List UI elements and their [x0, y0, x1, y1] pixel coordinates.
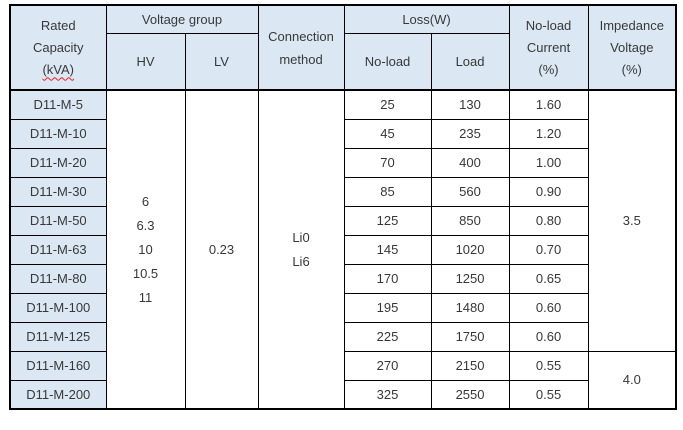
header-no-load-current: No-load Current (%)	[508, 4, 589, 91]
no-load-loss-cell: 195	[343, 292, 432, 323]
load-loss-cell: 2150	[430, 350, 510, 381]
header-rated-capacity: Rated Capacity (kVA)	[9, 4, 107, 91]
transformer-spec-table-container: Rated Capacity (kVA) Voltage group Conne…	[9, 4, 678, 410]
header-impedance-voltage-line1: Impedance	[599, 17, 664, 33]
connection-value: Li6	[292, 253, 310, 269]
table-row: D11-M-100 195 1480 0.60	[9, 292, 676, 323]
impedance-cell: 3.5	[587, 89, 677, 352]
no-load-loss-cell: 225	[343, 321, 432, 352]
header-connection-line1: Connection	[268, 28, 334, 44]
no-load-loss-cell: 25	[343, 89, 432, 120]
no-load-loss-cell: 125	[343, 205, 432, 236]
table-row: D11-M-20 70 400 1.00	[9, 147, 676, 178]
model-cell: D11-M-200	[9, 379, 107, 410]
no-load-current-cell: 0.55	[508, 350, 589, 381]
table-row: D11-M-80 170 1250 0.65	[9, 263, 676, 294]
no-load-current-cell: 0.60	[508, 321, 589, 352]
model-cell: D11-M-80	[9, 263, 107, 294]
header-no-load-current-line1: No-load	[525, 17, 572, 33]
model-cell: D11-M-125	[9, 321, 107, 352]
table-row: D11-M-200 325 2550 0.55	[9, 379, 676, 410]
load-loss-cell: 2550	[430, 379, 510, 410]
header-connection-line2: method	[279, 51, 323, 67]
header-connection-method: Connection method	[257, 4, 345, 91]
model-cell: D11-M-30	[9, 176, 107, 207]
load-loss-cell: 560	[430, 176, 510, 207]
no-load-loss-cell: 270	[343, 350, 432, 381]
model-cell: D11-M-160	[9, 350, 107, 381]
no-load-loss-cell: 325	[343, 379, 432, 410]
no-load-current-cell: 0.90	[508, 176, 589, 207]
no-load-current-cell: 0.65	[508, 263, 589, 294]
header-impedance-voltage-line3: (%)	[621, 61, 642, 77]
table-row: D11-M-10 45 235 1.20	[9, 118, 676, 149]
model-cell: D11-M-10	[9, 118, 107, 149]
no-load-current-cell: 0.55	[508, 379, 589, 410]
header-no-load-current-line3: (%)	[538, 61, 559, 77]
model-cell: D11-M-20	[9, 147, 107, 178]
no-load-loss-cell: 145	[343, 234, 432, 265]
no-load-current-cell: 0.80	[508, 205, 589, 236]
connection-values-cell: Li0 Li6	[257, 89, 345, 410]
table-row: D11-M-5 6 6.3 10 10.5 11 0.23 Li0 Li6 25…	[9, 89, 677, 410]
load-loss-cell: 400	[430, 147, 510, 178]
no-load-current-cell: 1.20	[508, 118, 589, 149]
header-impedance-voltage-line2: Voltage	[610, 39, 654, 55]
header-row-group: Rated Capacity (kVA) Voltage group Conne…	[9, 4, 677, 91]
no-load-loss-cell: 170	[343, 263, 432, 294]
load-loss-cell: 1750	[430, 321, 510, 352]
no-load-loss-cell: 85	[343, 176, 432, 207]
hv-value: 11	[138, 289, 153, 305]
header-rated-capacity-line1: Rated	[40, 17, 76, 33]
header-rated-capacity-line2: Capacity	[32, 39, 84, 55]
connection-value: Li0	[292, 229, 310, 245]
table-row: D11-M-30 85 560 0.90	[9, 176, 676, 207]
lv-value-cell: 0.23	[184, 89, 259, 410]
load-loss-cell: 1480	[430, 292, 510, 323]
kva-unit-spellcheck: (kVA)	[42, 61, 75, 77]
load-loss-cell: 130	[430, 89, 510, 120]
impedance-cell: 4.0	[587, 350, 677, 410]
model-cell: D11-M-5	[9, 89, 107, 120]
header-lv: LV	[184, 32, 259, 91]
model-cell: D11-M-63	[9, 234, 107, 265]
header-loss-no-load: No-load	[343, 32, 432, 91]
header-impedance-voltage: Impedance Voltage (%)	[587, 4, 677, 91]
hv-value: 6.3	[136, 217, 155, 233]
no-load-current-cell: 1.60	[508, 89, 589, 120]
load-loss-cell: 1020	[430, 234, 510, 265]
header-hv: HV	[105, 32, 186, 91]
load-loss-cell: 1250	[430, 263, 510, 294]
header-row-sub: HV LV No-load Load	[10, 32, 676, 91]
no-load-current-cell: 0.70	[508, 234, 589, 265]
header-rated-capacity-line3: (kVA)	[11, 59, 105, 81]
hv-value: 10.5	[132, 265, 159, 281]
table-row: D11-M-50 125 850 0.80	[9, 205, 676, 236]
header-voltage-group: Voltage group	[105, 4, 259, 34]
header-loss-load: Load	[430, 32, 510, 91]
header-no-load-current-line2: Current	[526, 39, 571, 55]
transformer-spec-table: Rated Capacity (kVA) Voltage group Conne…	[9, 4, 678, 410]
hv-value: 6	[141, 193, 150, 209]
no-load-loss-cell: 70	[343, 147, 432, 178]
no-load-current-cell: 1.00	[508, 147, 589, 178]
load-loss-cell: 850	[430, 205, 510, 236]
hv-value: 10	[138, 241, 153, 257]
no-load-loss-cell: 45	[343, 118, 432, 149]
hv-values-cell: 6 6.3 10 10.5 11	[105, 89, 186, 410]
table-row: D11-M-160 270 2150 0.55 4.0	[9, 350, 677, 410]
load-loss-cell: 235	[430, 118, 510, 149]
model-cell: D11-M-50	[9, 205, 107, 236]
model-cell: D11-M-100	[9, 292, 107, 323]
no-load-current-cell: 0.60	[508, 292, 589, 323]
header-loss: Loss(W)	[343, 4, 510, 34]
